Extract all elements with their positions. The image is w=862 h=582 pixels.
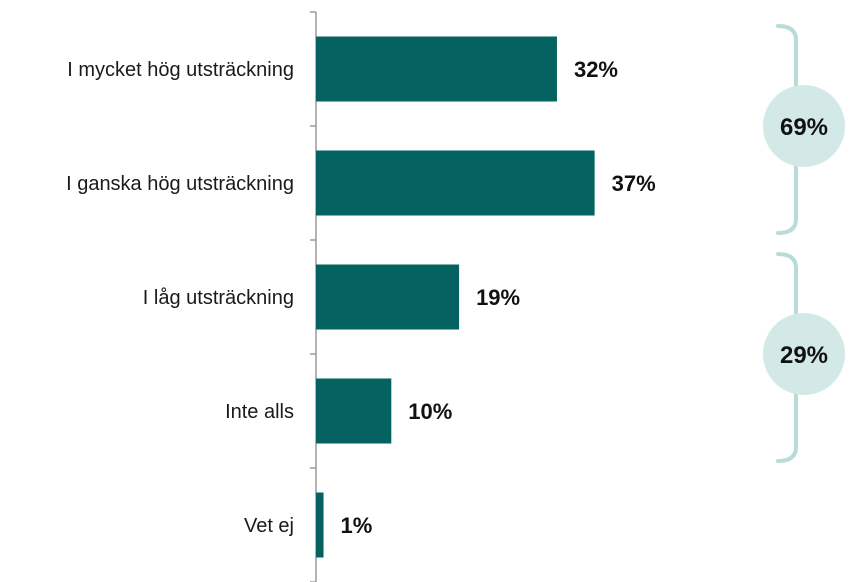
bar bbox=[316, 150, 595, 216]
value-label: 37% bbox=[612, 171, 656, 196]
group-circle bbox=[763, 85, 845, 167]
category-label: Vet ej bbox=[244, 515, 294, 537]
group-summaries: 69% 29% bbox=[763, 24, 845, 463]
value-label: 32% bbox=[574, 57, 618, 82]
bars bbox=[316, 36, 595, 558]
category-label: Inte alls bbox=[225, 401, 294, 423]
category-labels: I mycket hög utsträckning I ganska hög ut… bbox=[66, 59, 294, 537]
bar bbox=[316, 378, 392, 444]
value-labels: 32% 37% 19% 10% 1% bbox=[341, 57, 656, 538]
value-label: 1% bbox=[341, 513, 373, 538]
group-total-label: 69% bbox=[780, 114, 828, 141]
group-total-label: 29% bbox=[780, 342, 828, 369]
category-label: I låg utsträckning bbox=[143, 287, 294, 309]
group-circle bbox=[763, 313, 845, 395]
category-label: I mycket hög utsträckning bbox=[67, 59, 294, 81]
category-label: I ganska hög utsträckning bbox=[66, 173, 294, 195]
bar bbox=[316, 492, 324, 558]
value-label: 19% bbox=[476, 285, 520, 310]
value-label: 10% bbox=[408, 399, 452, 424]
bar bbox=[316, 264, 460, 330]
bar bbox=[316, 36, 557, 102]
axis bbox=[310, 11, 317, 582]
